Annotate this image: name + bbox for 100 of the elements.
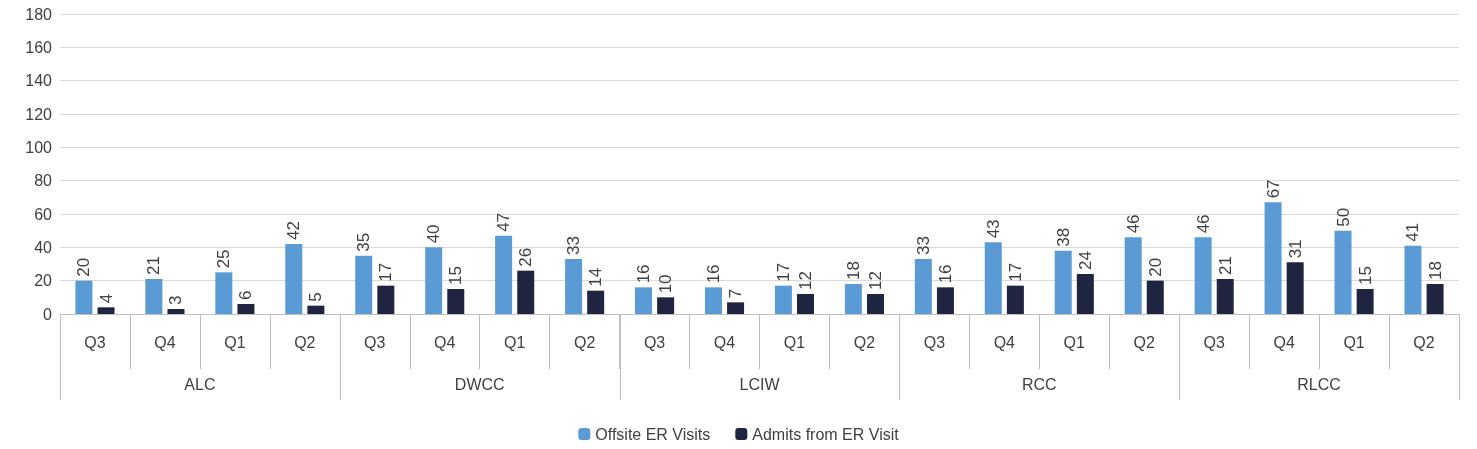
y-tick-label: 120 (25, 105, 53, 123)
data-label: 5 (306, 292, 326, 302)
data-label: 40 (424, 224, 444, 244)
x-tick-label: Q4 (1273, 333, 1295, 351)
text: RLCC (1297, 375, 1341, 393)
data-label: 17 (376, 262, 396, 282)
bar (285, 244, 303, 314)
bar (565, 259, 583, 314)
bar (1286, 262, 1304, 314)
data-label: 12 (796, 271, 816, 290)
x-tick-label: Q4 (993, 333, 1016, 351)
bar (1124, 237, 1142, 314)
data-label: 21 (1215, 256, 1235, 275)
x-tick-label: Q2 (1133, 333, 1155, 351)
x-tick-label: Q3 (643, 333, 666, 351)
bar (657, 297, 675, 314)
data-label: 4 (96, 293, 116, 304)
x-tick-label: Q1 (783, 333, 806, 351)
bar (587, 290, 605, 314)
x-tick-label: Q3 (923, 333, 946, 351)
bar (355, 255, 373, 314)
data-label: 15 (446, 266, 466, 285)
bar (866, 294, 884, 314)
data-label: 18 (1425, 261, 1445, 280)
data-label: 35 (354, 232, 374, 252)
data-label: 16 (935, 264, 955, 284)
x-tick-label: Q1 (1063, 333, 1086, 351)
x-tick-label: Q3 (364, 333, 386, 351)
data-label: 25 (214, 249, 234, 269)
bar (1054, 250, 1072, 314)
y-tick-label: 80 (34, 172, 53, 190)
data-label: 15 (1355, 266, 1375, 285)
bar (377, 285, 395, 314)
bar (97, 307, 115, 314)
bar (447, 289, 465, 314)
bar (1356, 289, 1374, 314)
bar (727, 302, 745, 314)
bar (797, 294, 815, 314)
data-label: 20 (74, 257, 94, 277)
y-tick-label: 40 (34, 238, 53, 256)
text: ALC (184, 375, 216, 393)
bar (914, 259, 932, 314)
bar (635, 287, 653, 314)
x-tick-label: Q4 (154, 333, 176, 351)
x-tick-label: Q2 (853, 333, 876, 351)
data-label: 16 (703, 264, 723, 284)
y-tick-label: 100 (25, 138, 53, 156)
x-tick-label: Q2 (573, 333, 596, 351)
bar (167, 309, 185, 314)
x-tick-label: Q1 (224, 333, 246, 351)
data-label: 21 (144, 256, 164, 275)
data-label: 14 (586, 267, 606, 287)
data-label: 20 (1145, 257, 1165, 277)
bar (1334, 230, 1352, 314)
data-label: 43 (983, 219, 1003, 239)
bar (425, 247, 443, 314)
x-tick-label: Q4 (713, 333, 736, 351)
data-label: 12 (865, 271, 885, 290)
x-tick-label: Q2 (1413, 333, 1435, 351)
bar (145, 279, 163, 314)
bar (1076, 274, 1094, 314)
data-label: 18 (843, 261, 863, 280)
bar (936, 287, 954, 314)
data-label: 7 (726, 288, 746, 299)
y-tick-label: 140 (25, 72, 53, 90)
data-label: 17 (773, 262, 793, 282)
bar (704, 287, 722, 314)
bar (1426, 284, 1444, 314)
x-tick-label: Q3 (1203, 333, 1225, 351)
bar (215, 272, 233, 314)
bar (1404, 245, 1422, 314)
data-label: 38 (1053, 227, 1073, 247)
data-label: 17 (1005, 262, 1025, 282)
data-label: 46 (1193, 214, 1213, 234)
bar (495, 235, 513, 314)
bar (984, 242, 1002, 314)
x-tick-label: Q4 (434, 333, 456, 351)
data-label: 50 (1333, 207, 1353, 227)
data-label: 67 (1263, 179, 1283, 199)
y-tick-label: 0 (43, 305, 53, 323)
bar (1006, 285, 1024, 314)
data-label: 26 (516, 247, 536, 267)
bar (237, 304, 255, 314)
legend-label: Offsite ER Visits (595, 425, 711, 443)
data-label: 16 (634, 264, 654, 284)
data-label: 6 (236, 290, 256, 300)
data-label: 41 (1403, 222, 1423, 242)
bar (1194, 237, 1212, 314)
text: RCC (1021, 375, 1057, 393)
bar (1264, 202, 1282, 314)
bar (307, 305, 325, 314)
data-label: 3 (166, 295, 186, 305)
text: LCIW (739, 375, 781, 393)
data-label: 31 (1285, 239, 1305, 259)
data-label: 47 (494, 212, 514, 232)
data-label: 33 (913, 236, 933, 255)
x-tick-label: Q1 (1343, 333, 1365, 351)
data-label: 42 (284, 221, 304, 240)
y-tick-label: 180 (25, 5, 53, 23)
y-tick-label: 20 (34, 272, 53, 290)
